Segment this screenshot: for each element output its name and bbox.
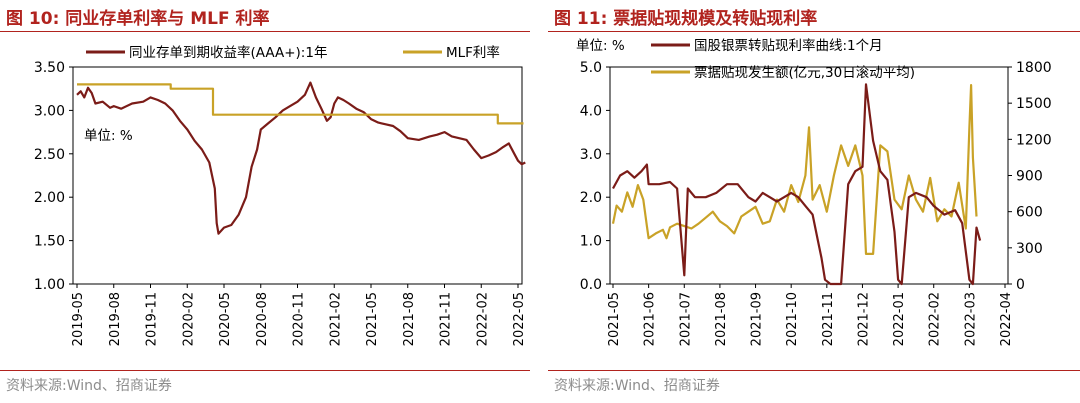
y-right-tick-label: 1500 <box>1016 96 1052 112</box>
x-tick-label: 2020-02 <box>181 292 196 346</box>
plot-frame <box>609 66 1009 285</box>
y-left-tick-label: 2.0 <box>580 190 602 206</box>
x-tick-label: 2021-02 <box>328 292 343 346</box>
left-chart: 1.00 1.50 2.00 2.50 3.00 3.50 2019-05 2019-08 20… <box>34 44 527 346</box>
left-source-note: 资料来源:Wind、招商证券 <box>6 378 172 394</box>
y-tick-label: 3.50 <box>34 60 65 76</box>
y-right-tick-label: 900 <box>1016 169 1043 185</box>
x-tick-label: 2021-09 <box>750 292 765 346</box>
legend-label-rate: 国股银票转贴现利率曲线:1个月 <box>694 37 883 54</box>
x-tick-label: 2020-05 <box>218 292 233 346</box>
rediscount-rate-line <box>612 83 982 286</box>
ncd-yield-line <box>76 81 526 235</box>
x-tick-label: 2019-08 <box>108 292 123 346</box>
y-left-tick-label: 4.0 <box>580 103 602 119</box>
plot-frame <box>72 66 523 285</box>
mlf-rate-line <box>77 83 524 125</box>
right-figure: 图 11: 票据贴现规模及转贴现利率 0.0 1.0 2.0 3.0 4.0 5.0 0 30… <box>548 0 1080 403</box>
y-right-tick-label: 1200 <box>1016 132 1052 148</box>
y-tick-label: 2.00 <box>34 190 65 206</box>
left-figure: 图 10: 同业存单利率与 MLF 利率 1.00 1.50 2.00 2.50 3.0… <box>0 0 530 403</box>
x-tick-label: 2021-06 <box>643 292 658 346</box>
y-right-tick-label: 0 <box>1016 277 1025 293</box>
legend-label-volume: 票据贴现发生额(亿元,30日滚动平均) <box>694 64 915 81</box>
x-tick-label: 2021-05 <box>607 292 622 346</box>
x-tick-label: 2020-08 <box>255 292 270 346</box>
x-tick-label: 2022-02 <box>475 292 490 346</box>
left-source-rule <box>0 370 530 371</box>
unit-label: 单位: % <box>84 128 133 144</box>
x-tick-label: 2022-03 <box>963 292 978 346</box>
right-figure-title: 图 11: 票据贴现规模及转贴现利率 <box>554 9 818 29</box>
left-title-rule <box>0 31 530 32</box>
x-tick-label: 2020-11 <box>292 292 307 346</box>
left-figure-title: 图 10: 同业存单利率与 MLF 利率 <box>6 9 270 29</box>
right-chart: 0.0 1.0 2.0 3.0 4.0 5.0 0 300 600 900 1200 1500 1800… <box>576 37 1052 346</box>
right-title-rule <box>548 31 1080 32</box>
y-right-tick-label: 600 <box>1016 205 1043 221</box>
x-tick-label: 2021-11 <box>821 292 836 346</box>
y-right-tick-label: 300 <box>1016 241 1043 257</box>
y-tick-label: 2.50 <box>34 147 65 163</box>
right-source-note: 资料来源:Wind、招商证券 <box>554 378 720 394</box>
y-left-tick-label: 3.0 <box>580 147 602 163</box>
x-tick-label: 2022-01 <box>892 292 907 346</box>
x-tick-label: 2019-05 <box>71 292 86 346</box>
x-tick-label: 2022-05 <box>512 292 527 346</box>
unit-label: 单位: % <box>576 38 625 54</box>
y-left-tick-label: 0.0 <box>580 277 602 293</box>
y-left-tick-label: 5.0 <box>580 60 602 76</box>
x-tick-label: 2019-11 <box>145 292 160 346</box>
right-source-rule <box>548 370 1080 371</box>
legend-label-mlf: MLF利率 <box>446 44 500 61</box>
x-tick-label: 2021-12 <box>856 292 871 346</box>
x-tick-label: 2021-05 <box>365 292 380 346</box>
y-tick-label: 1.00 <box>34 277 65 293</box>
x-tick-label: 2022-02 <box>928 292 943 346</box>
legend-label-ncd: 同业存单到期收益率(AAA+):1年 <box>129 44 327 61</box>
x-tick-label: 2021-07 <box>678 292 693 346</box>
x-tick-label: 2021-10 <box>785 292 800 346</box>
x-tick-label: 2021-11 <box>439 292 454 346</box>
x-tick-label: 2021-08 <box>714 292 729 346</box>
y-tick-label: 3.00 <box>34 103 65 119</box>
x-tick-label: 2022-04 <box>999 292 1014 346</box>
y-right-tick-label: 1800 <box>1016 60 1052 76</box>
y-tick-label: 1.50 <box>34 234 65 250</box>
y-left-tick-label: 1.0 <box>580 234 602 250</box>
x-tick-label: 2021-08 <box>402 292 417 346</box>
discount-volume-line <box>611 83 978 255</box>
